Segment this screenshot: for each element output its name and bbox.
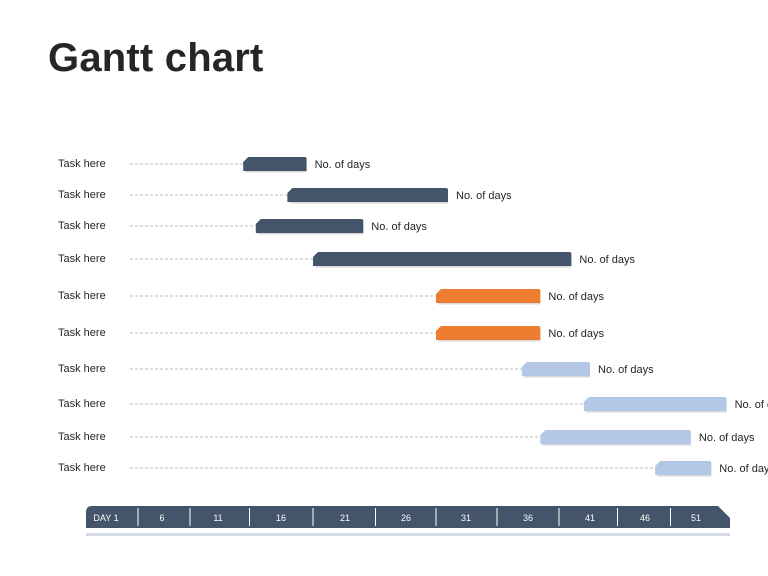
- task-bar: [521, 362, 590, 376]
- axis-tick-label: 11: [213, 513, 222, 523]
- axis-tick-label: 6: [159, 513, 164, 523]
- axis-tick-label: 16: [276, 513, 286, 523]
- axis-tick-label: 41: [585, 513, 595, 523]
- bar-value-label: No. of days: [598, 364, 654, 376]
- task-row: Task here No. of days: [58, 289, 605, 305]
- task-bar: [255, 219, 364, 233]
- task-bar-shadow: [542, 444, 691, 446]
- axis-shadow: [86, 533, 730, 536]
- task-label: Task here: [58, 398, 106, 410]
- task-label: Task here: [58, 431, 106, 443]
- axis-tick-label: 26: [401, 513, 411, 523]
- task-row: Task here No. of days: [58, 397, 768, 413]
- bar-value-label: No. of days: [719, 463, 768, 475]
- axis-tick-label: 31: [461, 513, 471, 523]
- task-bar: [583, 397, 727, 411]
- task-bar: [287, 188, 448, 202]
- bar-value-label: No. of days: [548, 291, 604, 303]
- axis-tick-label: 51: [691, 513, 701, 523]
- task-label: Task here: [58, 363, 106, 375]
- task-bar: [436, 326, 541, 340]
- task-label: Task here: [58, 462, 106, 474]
- timeline-axis: DAY 1 6 11 16 21 26 31 36 41 46 51: [86, 506, 730, 536]
- task-bar-shadow: [257, 233, 364, 235]
- task-bar: [540, 430, 691, 444]
- task-row: Task here No. of days: [58, 219, 427, 235]
- bar-value-label: No. of days: [548, 328, 604, 340]
- bar-value-label: No. of days: [315, 159, 371, 171]
- task-bar: [313, 252, 572, 266]
- task-label: Task here: [58, 220, 106, 232]
- task-bar-shadow: [438, 340, 541, 342]
- task-bar-shadow: [315, 266, 572, 268]
- task-bar-shadow: [585, 411, 727, 413]
- task-bar-shadow: [438, 303, 541, 305]
- task-label: Task here: [58, 158, 106, 170]
- task-label: Task here: [58, 189, 106, 201]
- axis-tick-label: 21: [340, 513, 350, 523]
- task-bar: [655, 461, 712, 475]
- task-bar-shadow: [523, 376, 590, 378]
- task-bar-shadow: [657, 475, 712, 477]
- task-rows: Task here No. of days Task here No. of days…: [58, 157, 768, 477]
- task-bar: [243, 157, 307, 171]
- task-row: Task here No. of days: [58, 326, 605, 342]
- task-row: Task here No. of days: [58, 188, 512, 204]
- task-row: Task here No. of days: [58, 157, 371, 173]
- task-row: Task here No. of days: [58, 430, 755, 446]
- task-row: Task here No. of days: [58, 362, 654, 378]
- task-label: Task here: [58, 327, 106, 339]
- bar-value-label: No. of days: [579, 254, 635, 266]
- axis-band: [86, 506, 730, 528]
- axis-tick-label: 36: [523, 513, 533, 523]
- bar-value-label: No. of days: [456, 190, 512, 202]
- task-label: Task here: [58, 253, 106, 265]
- bar-value-label: No. of days: [699, 432, 755, 444]
- slide-title: Gantt chart: [48, 36, 264, 80]
- axis-tick-label: 46: [640, 513, 650, 523]
- task-row: Task here No. of days: [58, 252, 636, 268]
- axis-tick-label: DAY 1: [93, 513, 118, 523]
- task-bar-shadow: [245, 171, 307, 173]
- bar-value-label: No. of days: [735, 399, 768, 411]
- task-bar: [436, 289, 541, 303]
- task-label: Task here: [58, 290, 106, 302]
- task-row: Task here No. of days: [58, 461, 768, 477]
- bar-value-label: No. of days: [371, 221, 427, 233]
- task-bar-shadow: [289, 202, 448, 204]
